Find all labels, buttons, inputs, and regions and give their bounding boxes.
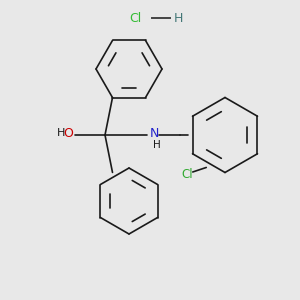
Text: O: O bbox=[64, 127, 74, 140]
Text: H: H bbox=[153, 140, 160, 150]
Text: N: N bbox=[150, 127, 159, 140]
Text: H: H bbox=[174, 11, 183, 25]
Text: Cl: Cl bbox=[129, 11, 141, 25]
Text: H: H bbox=[57, 128, 65, 139]
Text: Cl: Cl bbox=[181, 169, 193, 182]
